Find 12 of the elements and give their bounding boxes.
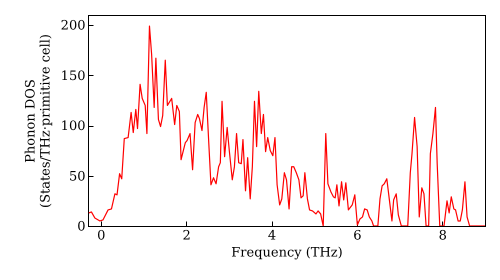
y-axis-title: Phonon DOS (States/THz·primitive cell) — [24, 34, 54, 208]
y-tick-label: 100 — [60, 119, 86, 134]
x-tick-label: 0 — [97, 228, 106, 244]
x-tick-label: 6 — [353, 228, 362, 244]
x-axis-title: Frequency (THz) — [231, 246, 343, 260]
y-tick-label: 50 — [68, 169, 86, 184]
line-series — [88, 25, 485, 226]
y-tick-label: 200 — [60, 18, 86, 34]
x-tick-label: 4 — [268, 228, 276, 244]
y-tick-label: 150 — [60, 68, 86, 84]
x-tick-label: 2 — [182, 228, 191, 244]
x-tick-label: 8 — [438, 228, 447, 244]
